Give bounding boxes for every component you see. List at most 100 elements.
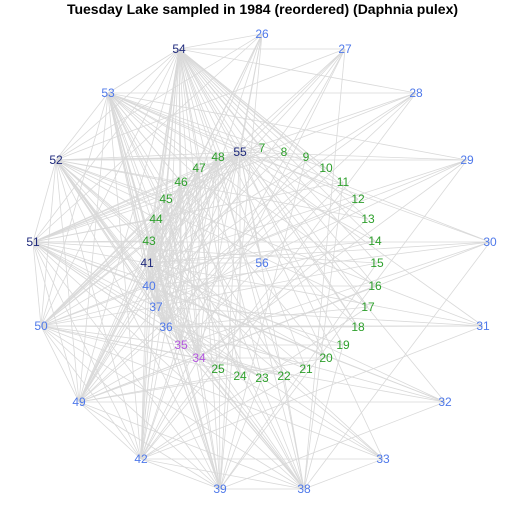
edge-55-31 [239,151,484,327]
edge-49-26 [78,33,263,403]
edge-51-15 [32,241,378,264]
node-label-47: 47 [192,161,206,175]
edge-50-35 [40,325,182,346]
edge-55-45 [165,151,241,200]
node-label-16: 16 [368,279,382,293]
edge-53-41 [107,92,148,264]
edge-54-13 [178,48,369,220]
edge-36-17 [165,306,369,328]
node-label-26: 26 [255,27,269,41]
edge-54-43 [148,48,180,242]
edge-53-48 [107,92,219,158]
edge-layer [32,33,491,490]
node-label-18: 18 [351,320,365,334]
edge-51-50 [32,241,42,327]
node-label-22: 22 [277,369,291,383]
node-label-46: 46 [174,175,188,189]
edge-54-36 [165,48,180,328]
edge-52-41 [55,159,148,264]
edge-53-40 [107,92,150,287]
edge-53-22 [107,92,285,377]
edge-51-38 [32,241,305,490]
edge-54-26 [178,33,263,50]
edge-42-17 [140,306,369,460]
edge-39-26 [219,33,263,490]
edge-49-34 [78,357,200,403]
node-label-19: 19 [336,338,350,352]
node-label-20: 20 [319,351,333,365]
edge-52-26 [55,33,263,161]
edge-53-39 [107,92,221,490]
node-label-33: 33 [376,452,390,466]
node-label-25: 25 [211,362,225,376]
edge-53-10 [107,92,327,169]
edge-38-55 [239,151,305,490]
edge-52-17 [55,159,369,308]
edge-55-41 [146,151,241,264]
edge-49-55 [78,151,241,403]
edge-49-20 [78,357,327,403]
node-label-9: 9 [303,150,310,164]
node-label-34: 34 [192,351,206,365]
node-label-49: 49 [72,395,86,409]
edge-55-26 [239,33,263,153]
edge-50-38 [40,325,305,490]
edge-50-42 [40,325,142,460]
edge-38-27 [303,48,346,490]
edge-52-38 [55,159,305,490]
node-label-48: 48 [211,150,225,164]
edge-55-43 [148,151,241,242]
node-label-11: 11 [337,175,350,189]
edge-54-21 [178,48,307,370]
edge-53-20 [107,92,327,359]
edge-52-27 [55,48,346,161]
edge-49-37 [78,306,157,403]
edge-55-32 [239,151,446,403]
edge-55-7 [239,147,263,153]
edge-55-46 [180,151,241,183]
edge-55-56 [239,151,263,264]
edge-50-34 [40,325,200,359]
edge-49-41 [78,262,148,403]
edge-53-44 [107,92,157,220]
node-label-50: 50 [34,319,48,333]
edge-54-17 [178,48,369,308]
edge-51-49 [32,241,80,403]
edge-52-49 [55,159,80,403]
edge-51-32 [32,241,446,403]
node-label-27: 27 [338,42,352,56]
edge-52-43 [55,159,150,242]
edge-52-51 [32,159,57,243]
edge-42-28 [140,92,417,460]
edge-51-26 [32,33,263,243]
edge-54-16 [178,48,376,287]
edge-36-28 [165,92,417,328]
node-label-41: 41 [140,256,154,270]
edge-54-28 [178,48,417,94]
edge-55-27 [239,48,346,153]
edge-55-30 [239,151,491,243]
edge-50-33 [40,325,384,460]
node-label-31: 31 [476,319,490,333]
edge-51-37 [32,241,157,308]
edge-53-30 [107,92,491,243]
edge-53-47 [107,92,200,169]
edge-54-15 [178,48,378,264]
edge-39-9 [219,156,307,490]
edge-54-11 [178,48,344,183]
edge-53-55 [107,92,241,153]
edge-54-22 [178,48,285,377]
edge-49-36 [78,326,167,403]
edge-42-55 [140,151,241,460]
edge-51-39 [32,241,221,490]
edge-55-18 [239,151,359,328]
node-label-39: 39 [213,482,227,496]
node-label-30: 30 [483,235,497,249]
edge-54-49 [78,48,180,403]
node-label-15: 15 [370,256,384,270]
node-label-44: 44 [149,212,163,226]
edge-55-40 [148,151,241,287]
edge-52-44 [55,159,157,220]
edge-55-44 [155,151,241,220]
